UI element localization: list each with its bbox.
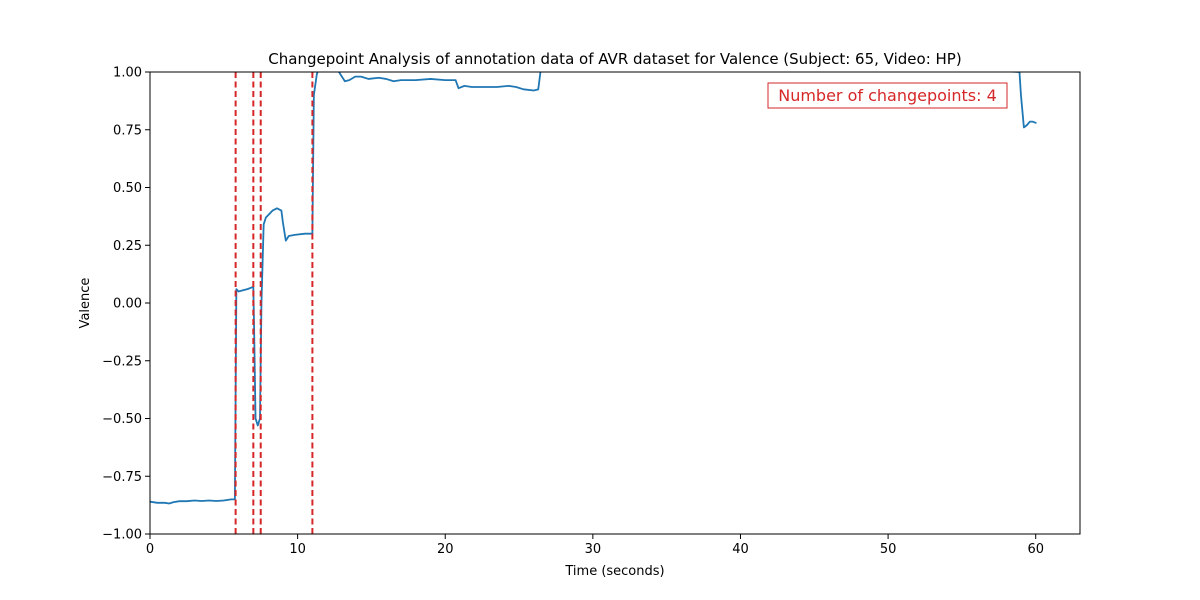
series-line-1 — [150, 72, 1037, 505]
series-layer — [150, 72, 1037, 505]
x-tick-label: 60 — [1027, 542, 1044, 557]
plot-frame — [149, 71, 1081, 535]
x-axis-label: Time (seconds) — [564, 564, 664, 579]
y-tick-label: 0.75 — [113, 123, 142, 138]
changepoint-count-annotation: Number of changepoints: 4 — [767, 82, 1008, 109]
x-tick-label: 0 — [146, 542, 154, 557]
x-tick-label: 50 — [880, 542, 897, 557]
x-tick-label: 10 — [289, 542, 306, 557]
y-tick-label: 0.00 — [113, 297, 142, 312]
x-tick-label: 30 — [585, 542, 602, 557]
y-tick-label: 1.00 — [113, 66, 142, 81]
x-axis: 0 10 20 30 40 50 60 — [146, 534, 1044, 557]
x-tick-label: 40 — [732, 542, 749, 557]
annotation-text: Number of changepoints: 4 — [778, 86, 997, 105]
y-tick-label: 0.25 — [113, 239, 142, 254]
y-axis: 1.00 0.75 0.50 0.25 0.00 −0.25 −0.50 −0.75 −1.00 — [102, 66, 150, 543]
y-tick-label: −0.50 — [102, 412, 142, 427]
y-tick-label: −0.25 — [102, 354, 142, 369]
annotation-box — [767, 82, 1008, 109]
y-tick-label: −1.00 — [102, 528, 142, 543]
changepoint-layer — [234, 72, 314, 534]
x-tick-label: 20 — [437, 542, 454, 557]
y-tick-label: 0.50 — [113, 181, 142, 196]
y-axis-label: Valence — [78, 278, 93, 329]
y-tick-label: −0.75 — [102, 470, 142, 485]
chart-title: Changepoint Analysis of annotation data … — [268, 50, 961, 68]
